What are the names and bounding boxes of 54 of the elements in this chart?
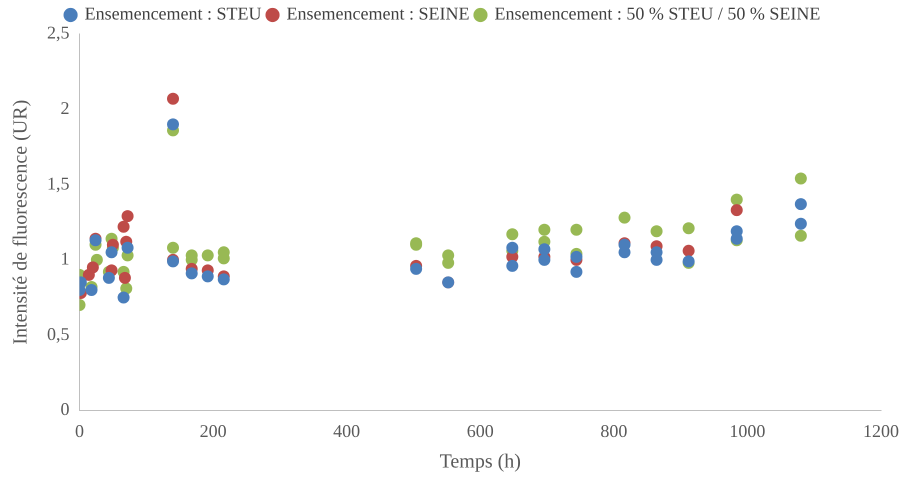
x-tick-label: 0: [75, 420, 84, 441]
point: [122, 242, 134, 254]
y-tick-label: 0,5: [47, 324, 70, 344]
point: [86, 261, 99, 274]
x-tick-label: 800: [600, 420, 628, 441]
point: [122, 210, 134, 222]
y-axis-title: Intensité de fluorescence (UR): [9, 100, 32, 345]
point: [618, 212, 631, 224]
point: [538, 224, 550, 236]
point: [167, 92, 180, 105]
point: [570, 224, 582, 236]
y-tick-label: 2,5: [47, 22, 70, 43]
y-tick-label: 2: [60, 98, 70, 118]
point: [650, 225, 663, 238]
point: [570, 266, 582, 278]
point: [538, 254, 550, 266]
point: [682, 222, 695, 234]
point: [570, 250, 582, 263]
y-tick-label: 1,5: [47, 173, 70, 194]
point: [682, 244, 695, 257]
point: [410, 262, 422, 275]
point: [794, 230, 807, 242]
point: [167, 242, 180, 254]
point: [794, 218, 807, 230]
x-tick-label: 1000: [729, 420, 766, 441]
x-tick-label: 400: [333, 420, 360, 441]
point: [118, 272, 131, 284]
legend-label: Ensemencement : SEINE: [286, 4, 470, 24]
x-tick-label: 200: [200, 420, 227, 441]
point: [202, 249, 214, 262]
point: [118, 291, 130, 304]
point: [86, 284, 98, 296]
point: [506, 260, 518, 272]
legend-label: Ensemencement : 50 % STEU / 50 % SEINE: [494, 4, 820, 24]
point: [794, 198, 807, 210]
y-tick-label: 0: [60, 399, 70, 420]
y-tick-label: 1: [60, 248, 70, 269]
x-axis-title: Temps (h): [440, 450, 521, 472]
point: [506, 242, 518, 254]
point: [167, 118, 180, 130]
point: [218, 273, 230, 286]
x-tick-label: 600: [466, 420, 494, 441]
point: [186, 267, 198, 280]
point: [730, 204, 743, 216]
point: [794, 172, 807, 185]
point: [506, 228, 518, 240]
x-tick-label: 1200: [863, 420, 899, 441]
point: [118, 220, 130, 233]
point: [106, 246, 118, 258]
legend-label: Ensemencement : STEU: [84, 4, 262, 24]
point: [102, 272, 115, 284]
point: [730, 194, 743, 206]
point: [202, 270, 214, 282]
point: [538, 243, 550, 256]
